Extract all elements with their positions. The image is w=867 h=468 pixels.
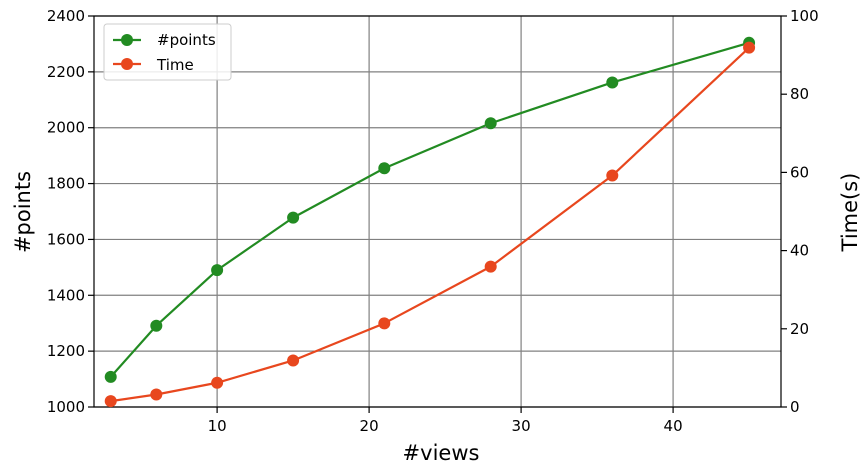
ticks: 10 20 30 4010001200140016001800200022002400… xyxy=(47,7,819,435)
y2-tick-label: 20 xyxy=(790,320,809,338)
legend-marker-points xyxy=(121,34,133,46)
data-point-time xyxy=(104,395,117,408)
data-point-points xyxy=(150,319,163,332)
data-point-time xyxy=(606,169,619,182)
y-tick-label: 1800 xyxy=(47,175,85,193)
data-point-points xyxy=(104,370,117,383)
y2-axis-title: Time(s) xyxy=(838,173,862,253)
x-tick-label: 30 xyxy=(512,417,531,435)
data-point-points xyxy=(484,117,497,130)
axes-frame xyxy=(93,15,782,408)
y-tick-label: 1600 xyxy=(47,230,85,248)
y-tick-label: 1400 xyxy=(47,286,85,304)
y-axis-title: #points xyxy=(11,171,35,253)
x-tick-label: 20 xyxy=(360,417,379,435)
y2-tick-label: 0 xyxy=(790,398,800,416)
y-tick-label: 2400 xyxy=(47,7,85,25)
series-line-time xyxy=(110,46,750,403)
data-point-time xyxy=(378,317,391,330)
y-tick-label: 1000 xyxy=(47,398,85,416)
y2-tick-label: 80 xyxy=(790,85,809,103)
data-point-points xyxy=(606,76,619,89)
y2-tick-label: 60 xyxy=(790,163,809,181)
data-point-time xyxy=(150,388,163,401)
data-point-points xyxy=(378,162,391,175)
y-tick-label: 2000 xyxy=(47,119,85,137)
data-point-points xyxy=(211,264,224,277)
y2-tick-label: 40 xyxy=(790,242,809,260)
x-axis-title: #views xyxy=(403,441,480,465)
x-tick-label: 40 xyxy=(664,417,683,435)
series-layer xyxy=(104,36,756,408)
legend-label-time: Time xyxy=(156,56,194,74)
series-line-points xyxy=(109,41,750,378)
data-point-time xyxy=(211,376,224,389)
legend-box xyxy=(103,23,232,81)
plot-frame xyxy=(93,15,782,408)
legend-marker-time xyxy=(121,58,133,70)
legend: #points Time xyxy=(103,23,232,81)
data-point-time xyxy=(743,41,756,54)
data-point-points xyxy=(287,211,300,224)
x-tick-label: 10 xyxy=(208,417,227,435)
y-tick-label: 2200 xyxy=(47,63,85,81)
legend-label-points: #points xyxy=(157,31,216,49)
y2-tick-label: 100 xyxy=(790,7,819,25)
data-point-time xyxy=(484,260,497,273)
data-point-time xyxy=(287,354,300,367)
y-tick-label: 1200 xyxy=(47,342,85,360)
